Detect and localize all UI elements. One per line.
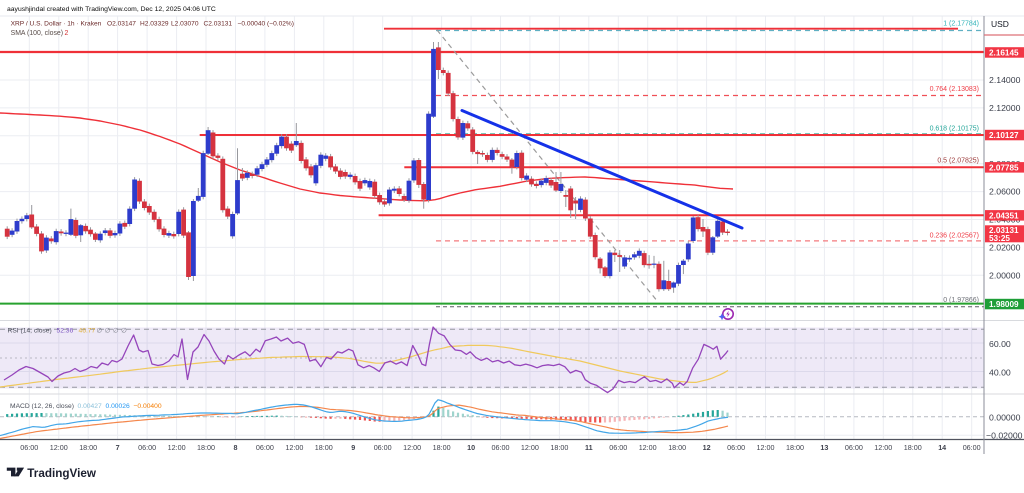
svg-text:0.618 (2.10175): 0.618 (2.10175) <box>930 126 979 133</box>
svg-text:TradingView: TradingView <box>27 467 97 480</box>
svg-text:06:00: 06:00 <box>374 443 392 452</box>
svg-text:14: 14 <box>938 443 946 452</box>
svg-text:0.764 (2.13083): 0.764 (2.13083) <box>930 86 979 93</box>
svg-text:18:00: 18:00 <box>550 443 568 452</box>
svg-text:−0.02000: −0.02000 <box>986 430 1023 440</box>
svg-text:2.04351: 2.04351 <box>989 211 1019 220</box>
svg-text:06:00: 06:00 <box>609 443 627 452</box>
svg-text:1.98009: 1.98009 <box>989 300 1019 309</box>
svg-text:18:00: 18:00 <box>315 443 333 452</box>
svg-text:1 (2.17784): 1 (2.17784) <box>943 21 979 28</box>
svg-text:2.14000: 2.14000 <box>989 75 1021 85</box>
svg-text:12:00: 12:00 <box>757 443 775 452</box>
svg-text:18:00: 18:00 <box>433 443 451 452</box>
svg-text:9: 9 <box>351 443 355 452</box>
svg-text:18:00: 18:00 <box>197 443 215 452</box>
svg-text:06:00: 06:00 <box>963 443 981 452</box>
svg-text:06:00: 06:00 <box>138 443 156 452</box>
svg-text:12:00: 12:00 <box>874 443 892 452</box>
svg-text:53:25: 53:25 <box>989 234 1010 243</box>
svg-text:06:00: 06:00 <box>845 443 863 452</box>
svg-text:60.00: 60.00 <box>989 339 1011 349</box>
svg-text:SMA (100, close)2: SMA (100, close)2 <box>11 30 69 37</box>
svg-text:12:00: 12:00 <box>50 443 68 452</box>
svg-text:2.10127: 2.10127 <box>989 131 1019 140</box>
svg-text:18:00: 18:00 <box>79 443 97 452</box>
svg-text:12:00: 12:00 <box>403 443 421 452</box>
svg-text:0.236 (2.02567): 0.236 (2.02567) <box>930 232 979 239</box>
svg-text:18:00: 18:00 <box>904 443 922 452</box>
svg-text:2.06000: 2.06000 <box>989 187 1021 197</box>
svg-text:0.5 (2.07825): 0.5 (2.07825) <box>937 157 979 164</box>
svg-text:2.00000: 2.00000 <box>989 270 1021 280</box>
svg-text:7: 7 <box>116 443 120 452</box>
svg-text:12:00: 12:00 <box>521 443 539 452</box>
svg-text:2.12000: 2.12000 <box>989 103 1021 113</box>
svg-text:13: 13 <box>820 443 828 452</box>
svg-text:11: 11 <box>585 443 593 452</box>
svg-text:XRP / U.S. Dollar · 1h · Krake: XRP / U.S. Dollar · 1h · KrakenO2.03147H… <box>11 21 294 28</box>
svg-text:2.16145: 2.16145 <box>989 49 1019 58</box>
svg-text:0.00000: 0.00000 <box>989 413 1021 423</box>
svg-text:06:00: 06:00 <box>256 443 274 452</box>
svg-text:2.02000: 2.02000 <box>989 243 1021 253</box>
svg-text:aayushjindal created with Trad: aayushjindal created with TradingView.co… <box>7 6 216 13</box>
svg-text:18:00: 18:00 <box>786 443 804 452</box>
svg-text:12: 12 <box>703 443 711 452</box>
svg-text:USD: USD <box>991 19 1009 29</box>
svg-text:8: 8 <box>234 443 238 452</box>
svg-text:18:00: 18:00 <box>668 443 686 452</box>
svg-text:12:00: 12:00 <box>285 443 303 452</box>
svg-text:10: 10 <box>467 443 475 452</box>
svg-text:0 (1.97866): 0 (1.97866) <box>943 297 979 304</box>
svg-text:06:00: 06:00 <box>727 443 745 452</box>
svg-text:40.00: 40.00 <box>989 368 1011 378</box>
svg-text:06:00: 06:00 <box>20 443 38 452</box>
svg-text:12:00: 12:00 <box>639 443 657 452</box>
svg-text:2.07785: 2.07785 <box>989 163 1019 172</box>
svg-text:06:00: 06:00 <box>492 443 510 452</box>
svg-text:12:00: 12:00 <box>168 443 186 452</box>
